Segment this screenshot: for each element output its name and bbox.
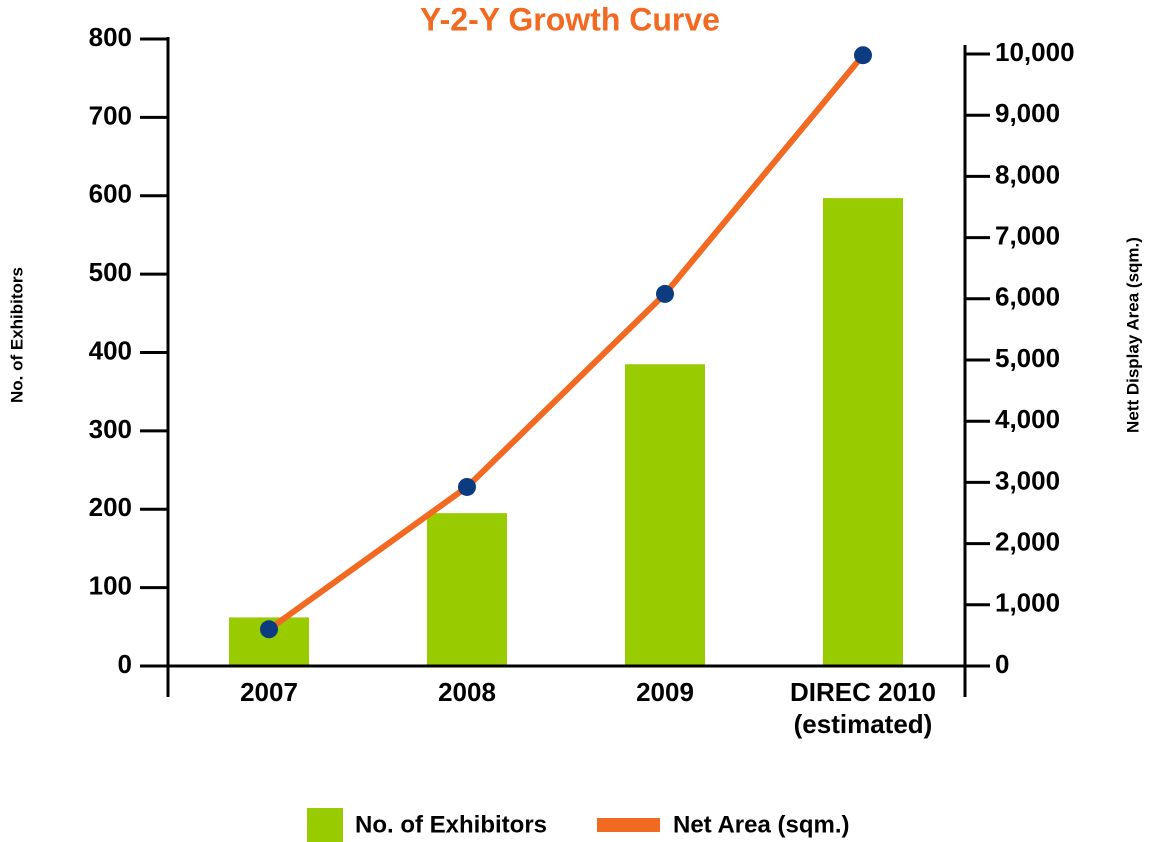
y-tick-label: 0 [118,649,132,679]
y2-axis-label: Nett Display Area (sqm.) [1123,237,1142,433]
y2-tick-label: 9,000 [995,98,1060,128]
y2-tick-label: 8,000 [995,159,1060,189]
y2-tick-label: 10,000 [995,37,1075,67]
x-tick-label: 2009 [636,677,694,707]
legend-label: Net Area (sqm.) [673,811,849,838]
y-tick-label: 600 [89,179,132,209]
y-tick-label: 500 [89,257,132,287]
y2-tick-label: 3,000 [995,465,1060,495]
y-axis-label: No. of Exhibitors [7,267,26,403]
legend-label: No. of Exhibitors [355,811,547,838]
y2-tick-label: 5,000 [995,343,1060,373]
y2-tick-label: 0 [995,649,1009,679]
line-marker [854,46,872,65]
line-marker [656,284,674,303]
x-tick-label: 2007 [240,677,298,707]
y2-tick-label: 4,000 [995,404,1060,434]
y2-tick-label: 6,000 [995,282,1060,312]
y2-tick-label: 1,000 [995,588,1060,618]
y-tick-label: 700 [89,100,132,130]
chart-title: Y-2-Y Growth Curve [420,1,720,37]
y2-tick-label: 2,000 [995,526,1060,556]
legend-swatch [597,818,660,832]
bar [427,513,507,666]
y-tick-label: 200 [89,492,132,522]
y2-tick-label: 7,000 [995,220,1060,250]
bar [823,198,903,666]
line-marker [260,620,278,639]
x-tick-label: 2008 [438,677,496,707]
x-tick-label: DIREC 2010 (estimated) [790,677,936,739]
y-tick-label: 100 [89,571,132,601]
y-tick-label: 800 [89,22,132,52]
line-marker [458,477,476,496]
bar [625,364,705,666]
y-tick-label: 300 [89,414,132,444]
legend-swatch [307,808,343,842]
line [267,53,866,632]
y-tick-label: 400 [89,335,132,365]
